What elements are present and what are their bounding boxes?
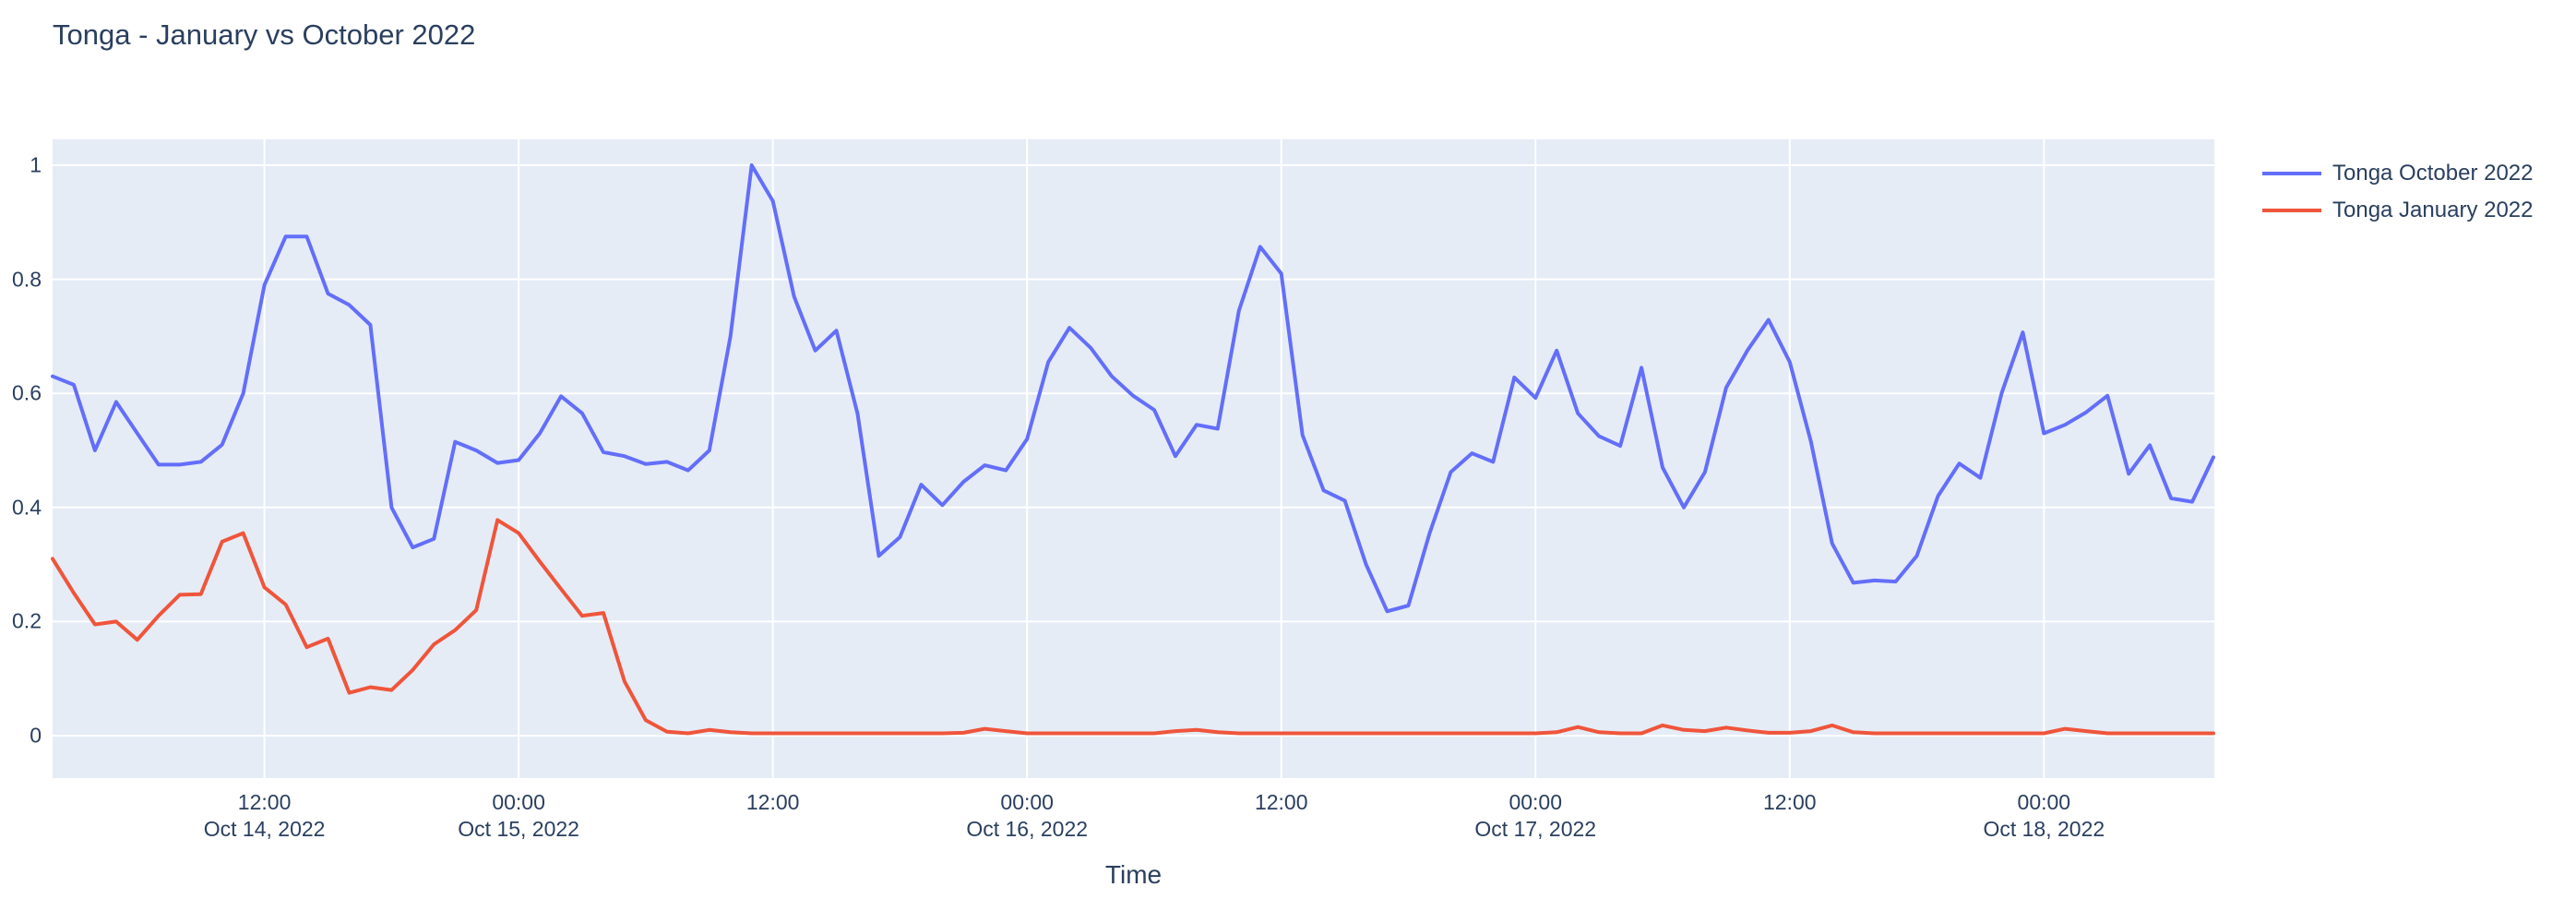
x-tick-label: 12:00: [745, 790, 800, 814]
series-line-tonga-january-2022: [51, 518, 2215, 736]
x-tick-date: Oct 15, 2022: [458, 817, 579, 841]
y-tick-label: 0.8: [12, 267, 42, 292]
y-tick-label: 0.2: [12, 608, 42, 633]
y-tick-label: 0.4: [12, 495, 42, 520]
legend-line-swatch: [2262, 209, 2321, 212]
legend-item-tonga-january-2022[interactable]: Tonga January 2022: [2262, 192, 2534, 229]
x-tick-label: 12:00: [1254, 790, 1308, 814]
x-axis-title: Time: [1104, 860, 1163, 889]
x-tick-date: Oct 16, 2022: [966, 817, 1089, 841]
legend-label: Tonga January 2022: [2332, 198, 2534, 222]
legend-line-swatch: [2262, 172, 2321, 175]
y-tick-label: 1: [30, 152, 42, 177]
y-tick-label: 0: [30, 723, 42, 748]
x-tick-date: Oct 18, 2022: [1983, 817, 2105, 841]
x-tick-label: 00:00 Oct 15, 2022: [458, 790, 579, 841]
series-line-tonga-october-2022: [51, 163, 2215, 614]
x-tick-label: 12:00: [1763, 790, 1817, 814]
chart-title: Tonga - January vs October 2022: [53, 18, 476, 51]
x-tick-date: Oct 14, 2022: [203, 817, 326, 841]
legend-item-tonga-october-2022[interactable]: Tonga October 2022: [2262, 155, 2534, 192]
y-tick-label: 0.6: [12, 380, 42, 405]
x-tick-label: 12:00 Oct 14, 2022: [203, 790, 326, 841]
x-tick-label: 00:00 Oct 18, 2022: [1983, 790, 2105, 841]
x-tick-label: 00:00 Oct 16, 2022: [966, 790, 1089, 841]
x-tick-date: Oct 17, 2022: [1474, 817, 1597, 841]
plot-background: [53, 139, 2214, 778]
legend: Tonga October 2022 Tonga January 2022: [2262, 155, 2534, 229]
x-tick-label: 00:00 Oct 17, 2022: [1474, 790, 1597, 841]
legend-label: Tonga October 2022: [2332, 161, 2534, 186]
